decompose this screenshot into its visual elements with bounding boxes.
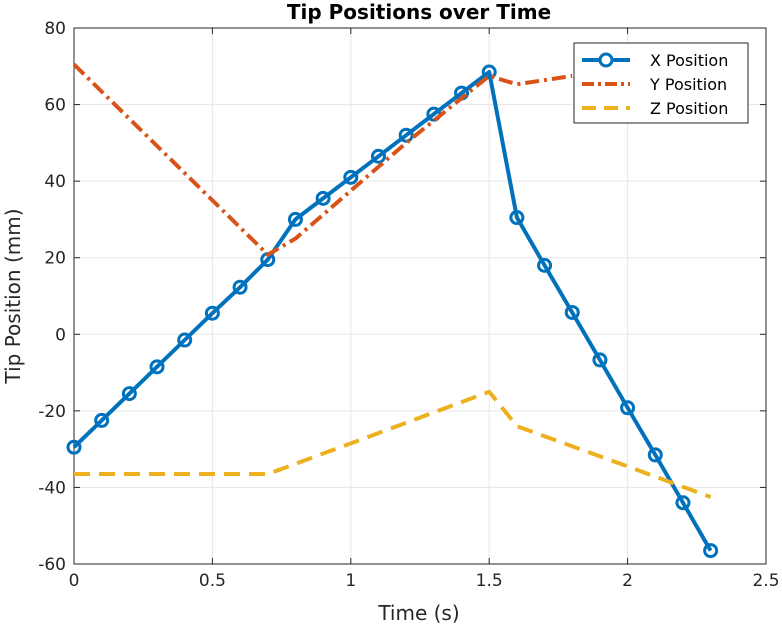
x-tick-label: 1	[345, 571, 356, 591]
legend-label: Z Position	[650, 99, 728, 118]
series-3	[74, 389, 712, 499]
x-tick-label: 0	[69, 571, 80, 591]
y-tick-label: 0	[55, 325, 66, 345]
legend-item: Z Position	[582, 99, 728, 118]
data-point	[149, 359, 165, 375]
data-point	[647, 447, 663, 463]
y-tick-label: -60	[38, 555, 66, 575]
data-point	[509, 210, 525, 226]
legend: X Position Y Position Z Position	[573, 42, 749, 124]
legend-label: X Position	[650, 51, 728, 70]
data-point	[343, 169, 359, 185]
x-axis-title: Time (s)	[377, 601, 459, 625]
data-point	[66, 439, 82, 455]
x-tick-label: 0.5	[199, 571, 226, 591]
data-point	[121, 386, 137, 402]
legend-marker	[598, 52, 614, 68]
data-point	[537, 257, 553, 273]
legend-item: X Position	[582, 51, 728, 70]
plot-area-border	[73, 27, 767, 565]
y-axis-title: Tip Position (mm)	[1, 208, 25, 384]
data-point	[620, 400, 636, 416]
y-tick-label: -20	[38, 402, 66, 422]
data-point	[481, 64, 497, 80]
data-point	[177, 332, 193, 348]
chart-title: Tip Positions over Time	[287, 0, 551, 24]
data-point	[675, 495, 691, 511]
legend-item: Y Position	[582, 75, 727, 94]
y-tick-label: 80	[44, 19, 66, 39]
data-point	[232, 279, 248, 295]
data-point	[94, 412, 110, 428]
data-point	[204, 305, 220, 321]
data-point	[592, 352, 608, 368]
axes	[73, 27, 767, 565]
data-point	[315, 190, 331, 206]
y-tick-label: 60	[44, 96, 66, 116]
data-point	[703, 543, 719, 559]
data-point	[564, 304, 580, 320]
y-tick-label: -40	[38, 478, 66, 498]
data-point	[287, 211, 303, 227]
x-tick-label: 2.5	[752, 571, 779, 591]
series-group	[66, 62, 719, 559]
y-tick-label: 40	[44, 172, 66, 192]
y-tick-label: 20	[44, 249, 66, 269]
x-tick-label: 2	[622, 571, 633, 591]
tick-labels: 0 0.5 1 1.5 2 2.5 -60 -40 -20 0 20 40 60 80	[38, 19, 779, 591]
data-point	[370, 148, 386, 164]
legend-label: Y Position	[649, 75, 727, 94]
series-line	[72, 62, 573, 257]
series-line	[74, 389, 712, 499]
series-1	[66, 64, 719, 559]
series-2	[72, 62, 573, 257]
x-tick-label: 1.5	[476, 571, 503, 591]
